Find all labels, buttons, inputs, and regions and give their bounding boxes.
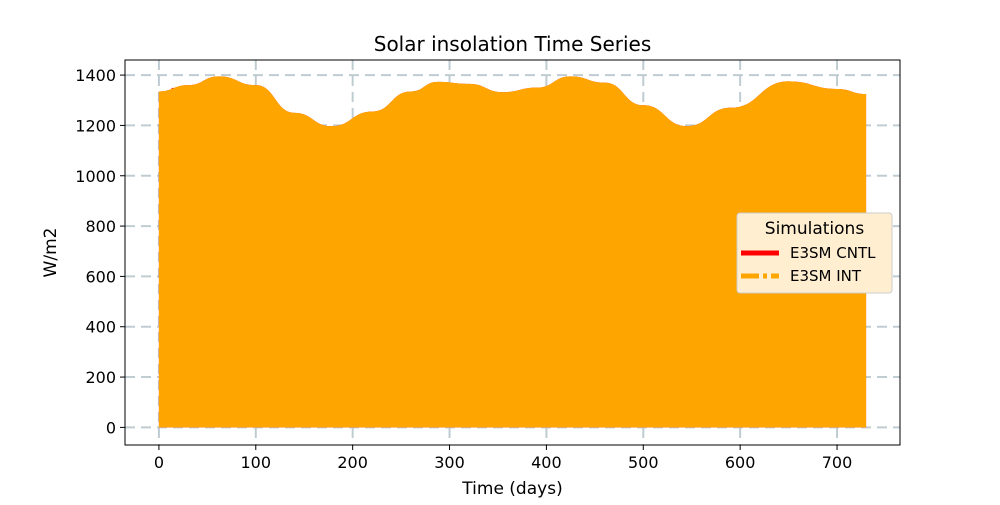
legend: Simulations E3SM CNTL E3SM INT bbox=[736, 212, 893, 294]
x-tick-label: 0 bbox=[154, 453, 164, 472]
x-tick-label: 500 bbox=[628, 453, 659, 472]
y-tick-label: 600 bbox=[85, 267, 116, 286]
y-tick-label: 800 bbox=[85, 217, 116, 236]
y-tick-label: 400 bbox=[85, 318, 116, 337]
legend-title: Simulations bbox=[765, 219, 865, 239]
legend-label-e3sm-cntl: E3SM CNTL bbox=[790, 244, 876, 262]
y-tick-label: 1200 bbox=[75, 116, 116, 135]
y-tick-label: 200 bbox=[85, 368, 116, 387]
y-axis-label: W/m2 bbox=[41, 228, 61, 278]
y-tick-label: 1400 bbox=[75, 66, 116, 85]
chart-title: Solar insolation Time Series bbox=[374, 32, 652, 56]
axes-ticks: 0 100 200 300 400 500 600 700 0 200 400 600 800 1000 1… bbox=[75, 66, 852, 472]
y-tick-label: 1000 bbox=[75, 167, 116, 186]
x-tick-label: 400 bbox=[531, 453, 562, 472]
plot-area bbox=[158, 76, 867, 428]
x-tick-label: 200 bbox=[337, 453, 368, 472]
x-tick-label: 300 bbox=[434, 453, 465, 472]
legend-box bbox=[736, 212, 893, 294]
x-tick-label: 600 bbox=[725, 453, 756, 472]
x-tick-label: 100 bbox=[241, 453, 272, 472]
series-area-e3sm-int bbox=[158, 76, 867, 428]
plot-frame bbox=[124, 59, 901, 446]
legend-label-e3sm-int: E3SM INT bbox=[790, 267, 862, 285]
x-axis-label: Time (days) bbox=[461, 479, 562, 499]
x-tick-label: 700 bbox=[822, 453, 853, 472]
y-tick-label: 0 bbox=[106, 418, 116, 437]
